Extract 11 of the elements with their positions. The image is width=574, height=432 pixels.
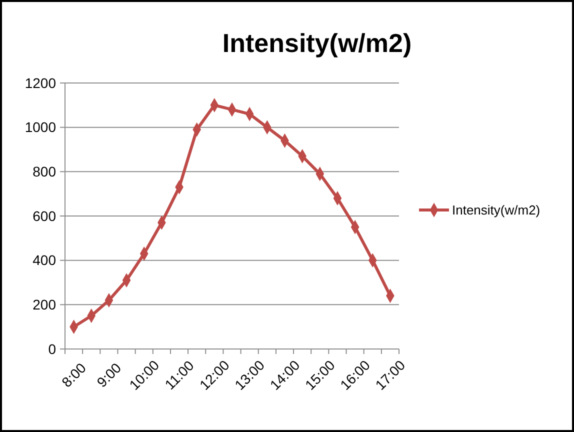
legend-label: Intensity(w/m2) — [452, 202, 540, 218]
y-tick-label: 400 — [32, 252, 56, 268]
y-tick-label: 1200 — [24, 74, 56, 91]
y-tick-label: 800 — [32, 164, 56, 180]
y-tick-label: 0 — [48, 340, 56, 357]
x-tick-label: 9:00 — [94, 359, 124, 390]
y-tick-label: 1000 — [24, 119, 56, 136]
y-tick-label: 600 — [32, 208, 56, 224]
chart-title: Intensity(w/m2) — [222, 28, 412, 58]
x-tick-label: 8:00 — [58, 359, 90, 390]
y-tick-label: 200 — [32, 296, 56, 313]
